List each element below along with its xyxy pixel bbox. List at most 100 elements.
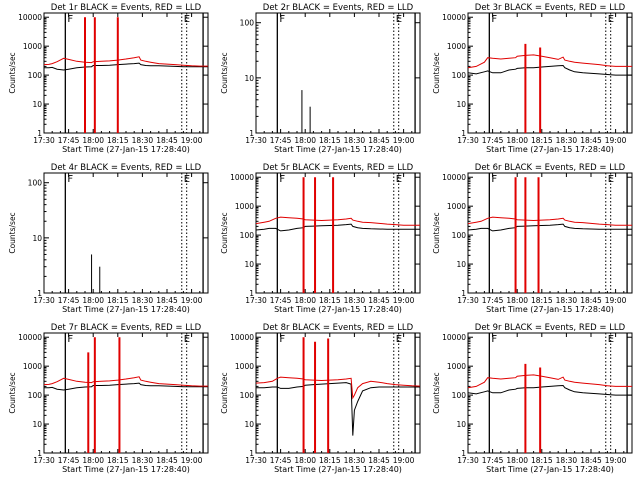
x-axis-label: Start Time (27-Jan-15 17:28:40) — [62, 465, 190, 474]
series-events — [467, 384, 632, 396]
x-tick-label: 18:00 — [294, 456, 316, 465]
y-tick-label: 100 — [452, 391, 467, 400]
y-tick-label: 10000 — [18, 13, 42, 22]
y-axis-label: Counts/sec — [8, 212, 17, 253]
x-tick-label: 17:45 — [482, 296, 504, 305]
panel-title: Det 1r BLACK = Events, RED = LLD — [51, 3, 202, 13]
y-tick-label: 10 — [244, 260, 254, 269]
end-marker-label: E — [608, 334, 614, 345]
y-tick-label: 1000 — [447, 202, 466, 211]
x-axis-label: Start Time (27-Jan-15 17:28:40) — [486, 465, 614, 474]
y-tick-label: 100 — [452, 231, 467, 240]
x-tick-label: 18:00 — [294, 136, 316, 145]
x-tick-label: 17:30 — [457, 136, 479, 145]
y-tick-label: 1 — [461, 129, 466, 138]
end-marker-label: E — [396, 14, 402, 25]
series-lld — [43, 376, 208, 387]
x-tick-label: 18:30 — [132, 136, 154, 145]
y-tick-label: 100 — [28, 391, 43, 400]
x-tick-label: 18:00 — [506, 456, 528, 465]
start-marker-label: F — [67, 174, 73, 185]
panel-title: Det 4r BLACK = Events, RED = LLD — [51, 163, 202, 173]
x-axis-label: Start Time (27-Jan-15 17:28:40) — [486, 145, 614, 154]
x-tick-label: 19:00 — [605, 296, 627, 305]
x-tick-label: 17:45 — [270, 296, 292, 305]
start-marker-label: F — [491, 174, 497, 185]
x-axis-label: Start Time (27-Jan-15 17:28:40) — [62, 145, 190, 154]
panel-det-4r: Det 4r BLACK = Events, RED = LLD 17:30 17:… — [8, 163, 209, 314]
y-tick-label: 1 — [461, 449, 466, 458]
y-axis-label: Counts/sec — [432, 212, 441, 253]
x-tick-label: 18:00 — [506, 136, 528, 145]
x-axis-label: Start Time (27-Jan-15 17:28:40) — [274, 305, 402, 314]
panel-title: Det 9r BLACK = Events, RED = LLD — [475, 323, 626, 333]
x-tick-label: 17:30 — [457, 296, 479, 305]
y-tick-label: 1 — [37, 449, 42, 458]
x-tick-label: 19:00 — [605, 136, 627, 145]
x-tick-label: 18:15 — [107, 456, 129, 465]
x-tick-label: 17:30 — [245, 456, 267, 465]
y-tick-label: 1 — [37, 289, 42, 298]
x-tick-label: 17:45 — [482, 136, 504, 145]
x-tick-label: 18:15 — [531, 136, 553, 145]
y-tick-label: 100 — [240, 19, 255, 28]
start-marker-label: F — [279, 14, 285, 25]
x-tick-label: 18:30 — [132, 456, 154, 465]
y-tick-label: 10 — [456, 420, 466, 429]
end-marker-label: E — [396, 334, 402, 345]
plot-frame — [43, 172, 209, 294]
y-axis-label: Counts/sec — [220, 212, 229, 253]
x-tick-label: 18:30 — [556, 296, 578, 305]
panel-det-6r: Det 6r BLACK = Events, RED = LLD 17:30 17:… — [432, 163, 633, 314]
x-axis-label: Start Time (27-Jan-15 17:28:40) — [274, 145, 402, 154]
plot-frame — [467, 172, 633, 294]
y-tick-label: 1000 — [235, 362, 254, 371]
y-tick-label: 1 — [37, 129, 42, 138]
series-events — [44, 382, 208, 391]
plot-frame — [255, 172, 421, 294]
panel-det-8r: Det 8r BLACK = Events, RED = LLD 17:30 17:… — [220, 323, 421, 474]
x-tick-label: 17:30 — [33, 136, 55, 145]
x-tick-label: 19:00 — [393, 136, 415, 145]
panel-det-1r: Det 1r BLACK = Events, RED = LLD 17:30 17:… — [8, 3, 209, 154]
plot-frame — [43, 12, 209, 134]
y-tick-label: 10 — [244, 420, 254, 429]
x-tick-label: 18:45 — [580, 296, 602, 305]
x-tick-label: 18:00 — [82, 136, 104, 145]
x-tick-label: 18:30 — [556, 136, 578, 145]
y-tick-label: 100 — [28, 179, 43, 188]
y-tick-label: 1 — [461, 289, 466, 298]
series-lld — [255, 216, 420, 226]
y-tick-label: 10000 — [442, 173, 466, 182]
series-events — [44, 62, 208, 71]
start-marker-label: F — [491, 334, 497, 345]
start-marker-label: F — [67, 14, 73, 25]
y-tick-label: 1 — [249, 449, 254, 458]
y-axis-label: Counts/sec — [8, 52, 17, 93]
y-axis-label: Counts/sec — [220, 52, 229, 93]
x-tick-label: 17:30 — [457, 456, 479, 465]
y-tick-label: 10 — [456, 260, 466, 269]
y-tick-label: 100 — [28, 71, 43, 80]
y-tick-label: 1 — [249, 289, 254, 298]
y-tick-label: 10 — [32, 100, 42, 109]
x-tick-label: 18:15 — [531, 296, 553, 305]
x-tick-label: 18:15 — [107, 136, 129, 145]
end-marker-label: E — [608, 174, 614, 185]
x-tick-label: 18:15 — [531, 456, 553, 465]
end-marker-label: E — [184, 174, 190, 185]
x-tick-label: 18:30 — [344, 296, 366, 305]
x-tick-label: 17:30 — [245, 296, 267, 305]
start-marker-label: F — [67, 334, 73, 345]
x-tick-label: 19:00 — [181, 296, 203, 305]
x-axis-label: Start Time (27-Jan-15 17:28:40) — [274, 465, 402, 474]
y-axis-label: Counts/sec — [432, 52, 441, 93]
x-tick-label: 18:45 — [368, 456, 390, 465]
y-tick-label: 1000 — [447, 362, 466, 371]
panel-title: Det 5r BLACK = Events, RED = LLD — [263, 163, 414, 173]
x-tick-label: 17:30 — [245, 136, 267, 145]
x-tick-label: 19:00 — [393, 296, 415, 305]
x-tick-label: 18:45 — [156, 456, 178, 465]
x-tick-label: 17:45 — [58, 456, 80, 465]
